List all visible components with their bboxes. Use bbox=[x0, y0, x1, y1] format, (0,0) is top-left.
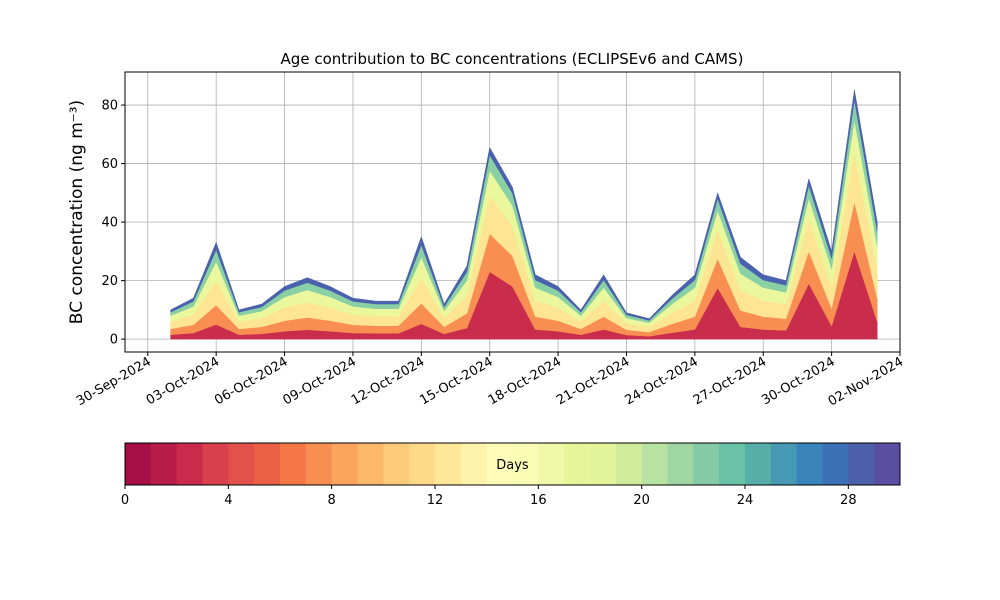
colorbar-bin bbox=[228, 443, 255, 485]
x-tick-label: 27-Oct-2024 bbox=[691, 354, 769, 408]
x-tick-label: 15-Oct-2024 bbox=[417, 354, 495, 408]
colorbar-bin bbox=[331, 443, 358, 485]
colorbar-tick-label: 8 bbox=[328, 493, 336, 508]
colorbar-bin bbox=[719, 443, 746, 485]
colorbar-frame bbox=[124, 442, 901, 486]
x-tick-label: 02-Nov-2024 bbox=[826, 354, 906, 409]
colorbar-tick-label: 4 bbox=[224, 493, 232, 508]
colorbar-bin bbox=[641, 443, 668, 485]
colorbar-bin bbox=[280, 443, 307, 485]
colorbar-tick-label: 20 bbox=[633, 493, 650, 508]
x-tick-label: 30-Sep-2024 bbox=[74, 354, 154, 409]
colorbar-bin bbox=[409, 443, 436, 485]
colorbar-bin bbox=[254, 443, 281, 485]
x-tick-label: 30-Oct-2024 bbox=[759, 354, 837, 408]
colorbar-bin bbox=[848, 443, 875, 485]
colorbar-label: Days bbox=[496, 458, 529, 473]
colorbar-tick-label: 0 bbox=[121, 493, 129, 508]
colorbar-bin bbox=[150, 443, 178, 485]
colorbar-bin bbox=[202, 443, 229, 485]
colorbar-bin bbox=[745, 443, 772, 485]
colorbar-tick-label: 16 bbox=[530, 493, 547, 508]
colorbar-bin bbox=[538, 443, 565, 485]
colorbar-bin bbox=[435, 443, 462, 485]
colorbar-bin bbox=[822, 443, 849, 485]
colorbar-bin bbox=[125, 443, 152, 485]
colorbar-bin bbox=[615, 443, 643, 485]
y-axis-label: BC concentration (ng m⁻³) bbox=[67, 100, 87, 324]
y-tick-label: 0 bbox=[110, 333, 118, 348]
colorbar-bin bbox=[564, 443, 591, 485]
x-tick-label: 18-Oct-2024 bbox=[486, 354, 564, 408]
colorbar-bin bbox=[667, 443, 694, 485]
colorbar-tick-label: 12 bbox=[427, 493, 444, 508]
x-tick-label: 12-Oct-2024 bbox=[349, 354, 427, 408]
colorbar-bin bbox=[460, 443, 488, 485]
x-tick-label: 06-Oct-2024 bbox=[212, 354, 290, 408]
y-tick-label: 20 bbox=[101, 274, 118, 289]
y-tick-label: 40 bbox=[101, 216, 118, 231]
area-layer bbox=[170, 89, 878, 321]
y-tick-label: 60 bbox=[101, 157, 118, 172]
x-tick-label: 09-Oct-2024 bbox=[281, 354, 359, 408]
colorbar-tick-label: 24 bbox=[737, 493, 754, 508]
plot-frame bbox=[124, 71, 901, 353]
colorbar-tick-label: 28 bbox=[840, 493, 857, 508]
colorbar-bin bbox=[305, 443, 333, 485]
colorbar-bin bbox=[176, 443, 203, 485]
colorbar-bin bbox=[590, 443, 617, 485]
y-tick-label: 80 bbox=[101, 99, 118, 114]
colorbar-bin bbox=[874, 443, 901, 485]
colorbar-bin bbox=[357, 443, 384, 485]
x-tick-label: 03-Oct-2024 bbox=[144, 354, 222, 408]
x-tick-label: 21-Oct-2024 bbox=[554, 354, 632, 408]
colorbar-bin bbox=[770, 443, 798, 485]
chart-title: Age contribution to BC concentrations (E… bbox=[281, 50, 744, 68]
colorbar-bin bbox=[486, 443, 513, 485]
colorbar-bin bbox=[383, 443, 410, 485]
colorbar-bin bbox=[693, 443, 720, 485]
x-tick-label: 24-Oct-2024 bbox=[622, 354, 700, 408]
colorbar-bin bbox=[512, 443, 539, 485]
colorbar-bin bbox=[796, 443, 823, 485]
